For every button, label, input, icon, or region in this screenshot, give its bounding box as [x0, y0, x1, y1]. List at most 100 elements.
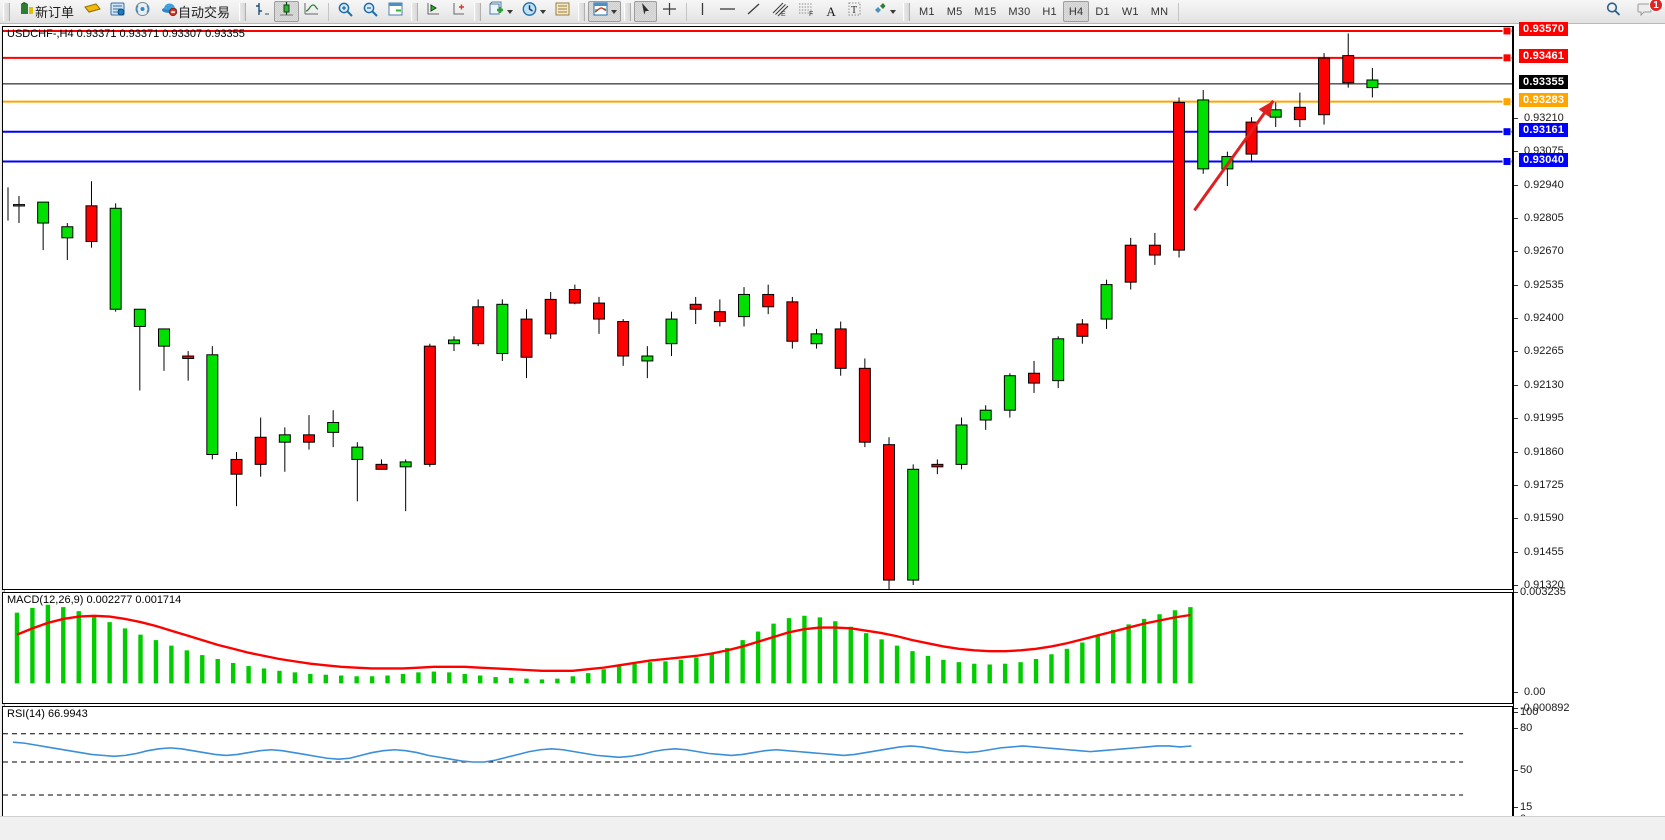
- book-blue-icon: [109, 1, 126, 22]
- toolbar-grip[interactable]: [411, 2, 419, 21]
- timeframe-label: D1: [1095, 5, 1110, 18]
- autotrading-label: 自动交易: [178, 5, 231, 20]
- crosshair-button[interactable]: [657, 1, 682, 22]
- macd-tick: -0.000892: [1514, 702, 1570, 714]
- price-tag-support-lower[interactable]: 0.93040: [1519, 152, 1569, 167]
- add-indicator-button[interactable]: [484, 1, 517, 22]
- timeframe-mn[interactable]: MN: [1145, 1, 1175, 22]
- timeframe-m30[interactable]: M30: [1002, 1, 1036, 22]
- horizontal-line-icon: [718, 1, 737, 22]
- level-line-pivot[interactable]: [3, 97, 1512, 107]
- price-tick: 0.92130: [1514, 379, 1564, 391]
- fibonacci-button[interactable]: F: [793, 1, 820, 22]
- auto-scroll-button[interactable]: [421, 1, 446, 22]
- timeframe-label: MN: [1150, 5, 1169, 18]
- line-chart-button[interactable]: [299, 1, 324, 22]
- chevron-down-icon[interactable]: [507, 9, 514, 14]
- svg-text:F: F: [809, 11, 813, 17]
- expert-advisor-button[interactable]: [80, 1, 105, 22]
- template-icon: [554, 1, 571, 22]
- candlestick-chart-button[interactable]: [274, 1, 300, 22]
- rsi-plot: [3, 733, 1464, 796]
- toolbar-grip[interactable]: [474, 2, 482, 21]
- toolbar-right-icons: 1: [1601, 0, 1665, 22]
- timeframe-label: M1: [919, 5, 935, 18]
- toolbar-grip[interactable]: [903, 2, 911, 21]
- timeframe-h4[interactable]: H4: [1062, 1, 1090, 22]
- toolbar-grip[interactable]: [578, 2, 586, 21]
- shapes-button[interactable]: [867, 1, 900, 22]
- zoom-out-icon: [362, 1, 379, 22]
- zoom-out-button[interactable]: [358, 1, 383, 22]
- toolbar-grip[interactable]: [239, 2, 247, 21]
- bar-chart-button[interactable]: [249, 1, 274, 22]
- trendline-icon: [745, 1, 762, 22]
- price-tag-support-upper[interactable]: 0.93161: [1519, 123, 1569, 138]
- signals-button[interactable]: [130, 1, 155, 22]
- vertical-line-icon: [695, 1, 710, 22]
- price-tag-last-price[interactable]: 0.93355: [1519, 75, 1569, 90]
- chart-shift-button[interactable]: [446, 1, 471, 22]
- horizontal-line-button[interactable]: [714, 1, 741, 22]
- timeframe-w1[interactable]: W1: [1116, 1, 1145, 22]
- price-tick: 0.92400: [1514, 312, 1564, 324]
- rsi-pane[interactable]: RSI(14) 66.9943: [2, 706, 1513, 818]
- text-label-button[interactable]: T: [842, 1, 867, 22]
- price-tag-resistance-lower[interactable]: 0.93461: [1519, 48, 1569, 63]
- uptrend-arrow[interactable]: [1193, 99, 1275, 212]
- new-order-button[interactable]: 新订单: [13, 1, 80, 22]
- bar-chart-icon: [253, 1, 270, 22]
- search-button[interactable]: [1601, 1, 1626, 22]
- trendline-button[interactable]: [741, 1, 766, 22]
- toolbar-grip[interactable]: [3, 2, 10, 21]
- price-tick: 0.92265: [1514, 345, 1564, 357]
- toolbar-group-chart-type: [236, 0, 408, 24]
- period-button[interactable]: [517, 1, 550, 22]
- price-pane[interactable]: USDCHF-,H4 0.93371 0.93371 0.93307 0.933…: [2, 26, 1513, 590]
- toolbar-group-properties: [575, 0, 622, 24]
- timeframe-m15[interactable]: M15: [968, 1, 1002, 22]
- window-bottom-strip: [0, 816, 1665, 840]
- data-window-button[interactable]: [383, 1, 408, 22]
- chevron-down-icon[interactable]: [540, 9, 547, 14]
- equidistant-channel-button[interactable]: E: [766, 1, 793, 22]
- zoom-in-button[interactable]: [333, 1, 358, 22]
- autotrading-button[interactable]: 自动交易: [155, 1, 236, 22]
- price-tag-resistance-upper[interactable]: 0.93570: [1519, 22, 1569, 36]
- templates-button[interactable]: [550, 1, 575, 22]
- level-line-support-upper[interactable]: [3, 127, 1512, 137]
- vertical-line-button[interactable]: [691, 1, 714, 22]
- timeframe-d1[interactable]: D1: [1089, 1, 1115, 22]
- level-line-resistance-upper[interactable]: [3, 27, 1512, 36]
- timeframe-m5[interactable]: M5: [941, 1, 969, 22]
- macd-pane[interactable]: MACD(12,26,9) 0.002277 0.001714: [2, 592, 1513, 704]
- chevron-down-icon[interactable]: [890, 9, 897, 14]
- cursor-button[interactable]: [634, 1, 658, 22]
- candle-series: [12, 33, 1379, 589]
- price-tick: 0.91455: [1514, 546, 1564, 558]
- toolbar-group-shift: [408, 0, 471, 24]
- auto-scroll-icon: [425, 1, 442, 22]
- price-tag-pivot[interactable]: 0.93283: [1519, 92, 1569, 107]
- chevron-down-icon[interactable]: [611, 9, 618, 14]
- chart-shift-icon: [450, 1, 467, 22]
- folder-yellow-icon: [84, 1, 101, 22]
- toolbar-grip[interactable]: [624, 2, 632, 21]
- price-scale[interactable]: 0.93210 0.93075 0.92940 0.92805 0.92670 0.925…: [1513, 22, 1665, 825]
- toolbar-group-indicators: [471, 0, 575, 24]
- timeframe-h1[interactable]: H1: [1036, 1, 1062, 22]
- level-line-resistance-lower[interactable]: [3, 53, 1512, 63]
- chart-canvas-area[interactable]: USDCHF-,H4 0.93371 0.93371 0.93307 0.933…: [0, 22, 1665, 840]
- text-button[interactable]: A: [820, 1, 842, 22]
- toolbar-group-timeframes: M1 M5 M15 M30 H1 H4 D1 W1 MN: [900, 0, 1183, 24]
- svg-text:E: E: [781, 11, 786, 17]
- timeframe-m1[interactable]: M1: [913, 1, 941, 22]
- market-watch-button[interactable]: [105, 1, 130, 22]
- level-line-support-lower[interactable]: [3, 157, 1512, 166]
- price-tick: 0.91590: [1514, 512, 1564, 524]
- zoom-in-icon: [337, 1, 354, 22]
- signal-wave-icon: [134, 1, 151, 22]
- notification-button[interactable]: 1: [1632, 0, 1663, 22]
- rsi-tick: 100: [1514, 706, 1538, 718]
- chart-properties-button[interactable]: [588, 1, 622, 22]
